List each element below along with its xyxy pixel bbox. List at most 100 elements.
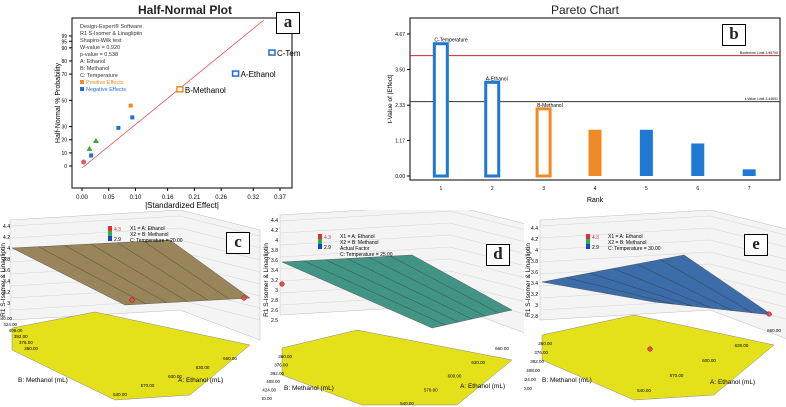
- surface-panel-d: 2.5 2.6 2.8 3 3.2 3.4 3.6 3.8 4 4.2 4.4 R1 S-Isomer…: [262, 210, 524, 407]
- z-tick-label: 3.2: [3, 290, 10, 296]
- info-line: Actual Factor: [340, 246, 370, 252]
- pareto-bar: [535, 107, 552, 178]
- half-normal-panel: Half-Normal Plot 0.00 0.05 0.10 0.16 0.21 0.2…: [0, 0, 300, 210]
- effect-point-label: B-Methanol: [185, 86, 226, 95]
- x-tick-label: 660.00: [767, 328, 781, 333]
- x-tick-label: 540.00: [113, 392, 127, 397]
- x-tick-label: 0.00: [76, 195, 88, 201]
- y-tick-label: 360.00: [278, 354, 292, 359]
- pareto-bar: [742, 169, 756, 176]
- grid-line: [279, 222, 451, 234]
- effect-point-label: A-Ethanol: [241, 70, 276, 79]
- legend-swatch: [586, 244, 590, 249]
- info-line: C: Temperature = 25.00: [340, 252, 393, 258]
- panel-tag-d: d: [486, 244, 510, 266]
- y-tick-label: 440.00: [0, 316, 12, 321]
- legend-swatch: [318, 234, 322, 239]
- factor-floor: [11, 311, 251, 401]
- design-point: [279, 281, 285, 287]
- y-axis-label: Half-Normal % Probability: [55, 62, 62, 143]
- x-tick-label: 630.00: [196, 365, 210, 370]
- y-tick-label: 376.00: [534, 350, 548, 355]
- z-tick-label: 3.8: [3, 257, 10, 263]
- y-tick-label: 392.00: [14, 334, 28, 339]
- x-axis-label: A: Ethanol (mL): [710, 379, 755, 386]
- info-line: X2 = B: Methanol: [340, 240, 379, 246]
- z-tick-label: 3.8: [531, 259, 538, 265]
- x-axis-label: |Standardized Effect|: [145, 201, 219, 210]
- y-tick-label: 0.00: [395, 174, 405, 180]
- x-tick-label: 570.00: [670, 373, 684, 378]
- grid-line: [539, 251, 711, 263]
- plot-frame: [409, 17, 781, 181]
- y-tick-label: 80: [61, 59, 67, 65]
- x-tick-label: 660.00: [495, 346, 509, 351]
- x-tick-label: 630.00: [471, 360, 485, 365]
- y-axis-label: B: Methanol (mL): [284, 385, 334, 392]
- x-tick-label: 4: [594, 186, 597, 192]
- z-tick-label: 3.2: [531, 292, 538, 298]
- mesh-line: [589, 272, 694, 307]
- mesh-line: [660, 259, 753, 313]
- grid-line: [279, 210, 451, 222]
- info-line: X1 = A: Ethanol: [608, 234, 643, 240]
- effect-point: [89, 153, 94, 158]
- y-tick-label: 392.00: [270, 371, 284, 376]
- x-tick-label: 0.32: [247, 195, 259, 201]
- info-line: R1 S-Isomer & Linagliptin: [80, 31, 142, 37]
- surface-plot-d: 2.5 2.6 2.8 3 3.2 3.4 3.6 3.8 4 4.2 4.4 R1 S-Isomer…: [262, 210, 524, 406]
- panel-tag-e: e: [744, 234, 768, 256]
- legend-swatch: [318, 239, 322, 244]
- z-tick-label: 3.6: [3, 268, 10, 274]
- z-axis-label: R1 S-Isomer & Linagliptin: [263, 243, 270, 317]
- legend-label: Negative Effects: [86, 87, 126, 93]
- grid-line: [449, 222, 524, 242]
- info-line: B: Methanol: [80, 66, 109, 72]
- z-tick-label: 4.4: [531, 226, 538, 232]
- y-tick-label: 424.00: [262, 388, 276, 393]
- y-tick-label: 90: [61, 46, 67, 52]
- bar-label: B-Methanol: [537, 103, 563, 109]
- y-tick-label: 4.67: [395, 32, 405, 38]
- grid-line: [709, 215, 786, 236]
- pareto-bar: [484, 80, 501, 178]
- effect-point: [116, 125, 121, 130]
- grid-line: [449, 270, 524, 290]
- grid-line: [539, 239, 711, 251]
- pareto-panel: Pareto Chart 0.00 1.17 2.33 3.50 4.67 t-Value…: [380, 0, 786, 210]
- z-tick-label: 3: [7, 301, 10, 307]
- mesh-line: [143, 241, 230, 300]
- z-tick-label: 4.2: [3, 235, 10, 241]
- z-tick-label: 3.4: [531, 281, 538, 287]
- z-tick-label: 2.5: [271, 318, 278, 324]
- x-tick-label: 2: [491, 186, 494, 192]
- factor-floor: [281, 329, 513, 406]
- y-tick-label: 99: [61, 34, 67, 40]
- design-point: [647, 346, 653, 352]
- z-tick-label: 4: [535, 248, 538, 254]
- x-tick-label: 660.00: [223, 356, 237, 361]
- x-tick-label: 5: [645, 186, 648, 192]
- x-tick-label: 600.00: [448, 374, 462, 379]
- panel-tag-a: a: [276, 12, 300, 34]
- surface-panel-c: 3 3.2 3.4 3.6 3.8 4 4.2 4.4 R1 S-Isomer & Linagl…: [0, 210, 262, 407]
- y-tick-label: 376.00: [274, 362, 288, 367]
- legend-high: 4.3: [114, 227, 121, 233]
- y-tick-label: 70: [61, 72, 67, 78]
- x-tick-label: 6: [696, 186, 699, 192]
- z-tick-label: 2.8: [271, 298, 278, 304]
- plot-frame: [71, 17, 293, 189]
- y-axis-label: t-Value of |Effect|: [387, 74, 394, 123]
- legend-high: 4.3: [592, 235, 599, 241]
- effect-point: [268, 49, 276, 56]
- z-axis-label: R1 S-Isomer & Linagliptin: [0, 243, 7, 317]
- legend-swatch: [108, 226, 112, 231]
- mesh-line: [38, 246, 146, 304]
- grid-line: [279, 234, 451, 246]
- grid-line: [9, 215, 181, 227]
- effect-point: [231, 70, 240, 77]
- factor-floor: [541, 314, 775, 401]
- y-tick-label: 0: [64, 164, 67, 170]
- z-tick-label: 4.4: [3, 224, 10, 230]
- grid-line: [179, 299, 261, 321]
